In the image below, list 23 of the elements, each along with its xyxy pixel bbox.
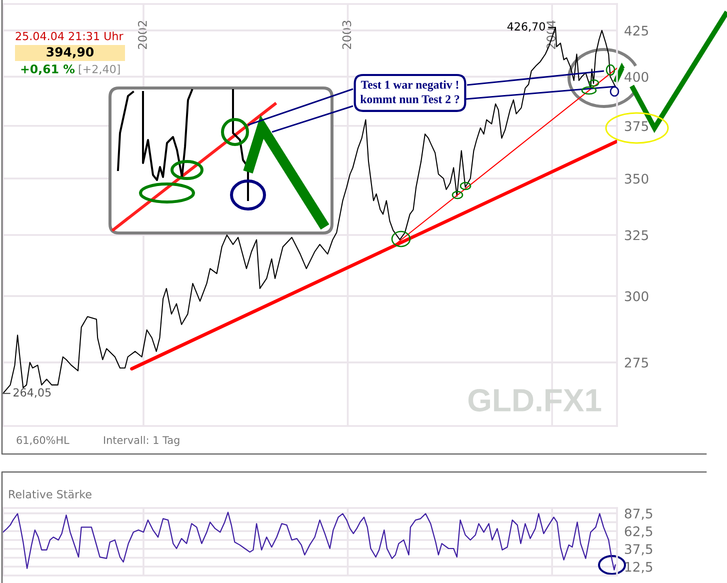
x-tick-label: 2002	[138, 20, 147, 49]
y-tick-label: 375	[624, 121, 648, 132]
text: Intervall: 1 Tag	[104, 436, 180, 446]
annotation: [+2,40]	[78, 64, 120, 75]
y-tick-label: 325	[624, 230, 648, 240]
y-tick-label: 350	[624, 174, 648, 184]
annotation: +0,61 %	[21, 64, 75, 75]
y-tick-label: 87,5	[624, 508, 652, 520]
annotation: 25.04.04 21:31 Uhr	[16, 32, 124, 40]
y-tick-label: 275	[624, 358, 648, 368]
y-tick-label: 12,5	[625, 562, 652, 574]
y-tick-label: 300	[624, 291, 648, 302]
chart-title: Relative Stärke	[9, 490, 92, 498]
y-tick-label: 425	[624, 26, 648, 36]
y-tick-label: 62,5	[624, 526, 652, 538]
y-tick-label: 37,5	[624, 544, 652, 556]
annotation: 394,90	[46, 47, 94, 58]
annotation: 264,05	[14, 388, 51, 398]
annotation: Test 1 war negativ ! kommt nun Test 2 ?	[360, 80, 460, 104]
y-tick-label: 400	[624, 72, 648, 82]
annotation: 426,70	[507, 22, 545, 32]
x-tick-label: 2003	[342, 20, 352, 49]
text: 61,60%HL	[16, 436, 70, 446]
